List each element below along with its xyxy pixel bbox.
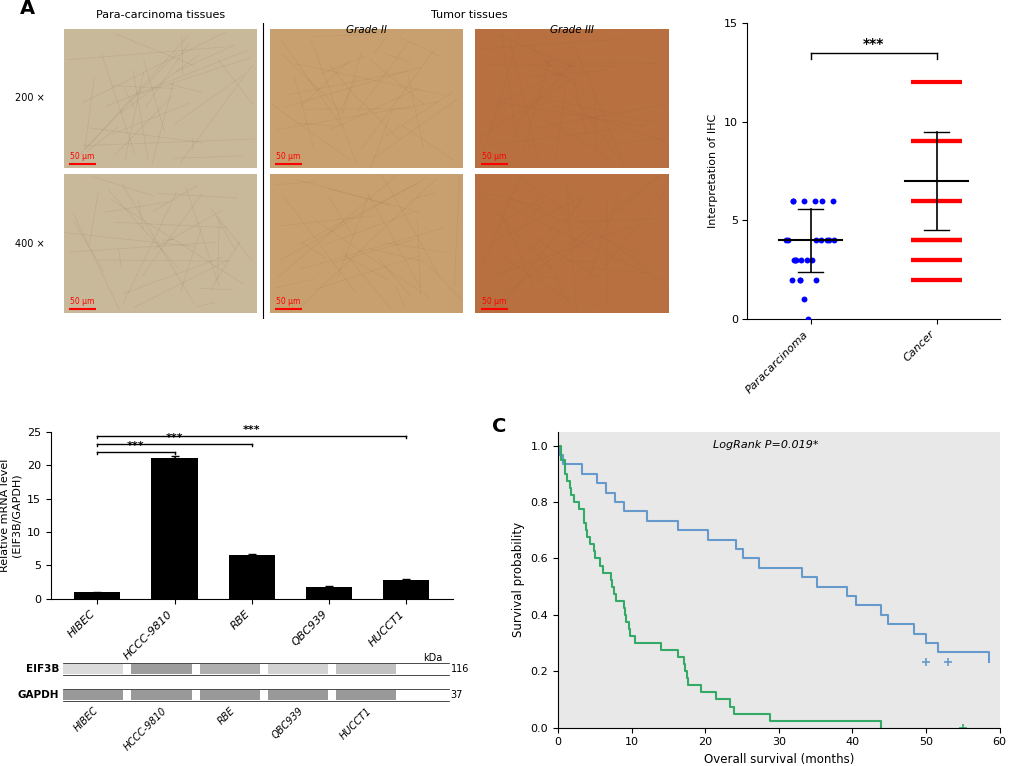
Text: 50 μm: 50 μm xyxy=(70,296,94,306)
Bar xyxy=(335,689,396,700)
Text: ***: *** xyxy=(127,441,145,451)
Point xyxy=(785,195,801,207)
Y-axis label: Interpretation of IHC: Interpretation of IHC xyxy=(707,114,717,228)
Bar xyxy=(63,174,257,313)
Y-axis label: Survival probability: Survival probability xyxy=(512,522,525,637)
Text: 50 μm: 50 μm xyxy=(481,296,505,306)
Text: 50 μm: 50 μm xyxy=(481,152,505,161)
Bar xyxy=(268,663,328,674)
Bar xyxy=(306,587,352,599)
Point xyxy=(785,195,801,207)
Bar xyxy=(268,689,328,700)
Point xyxy=(812,234,828,246)
Text: ***: *** xyxy=(862,37,883,51)
Bar xyxy=(200,663,260,674)
Text: Grade II: Grade II xyxy=(345,25,386,34)
Point xyxy=(792,254,808,266)
Bar xyxy=(63,689,123,700)
Bar xyxy=(475,29,668,168)
Point xyxy=(807,234,823,246)
Point xyxy=(786,254,802,266)
Text: EIF3B: EIF3B xyxy=(25,663,59,673)
Text: QBC939: QBC939 xyxy=(269,705,305,741)
Bar xyxy=(335,663,396,674)
Point xyxy=(818,234,835,246)
Bar xyxy=(151,458,198,599)
Text: HIBEC: HIBEC xyxy=(72,705,100,734)
Text: 50 μm: 50 μm xyxy=(70,152,94,161)
Text: ***: *** xyxy=(165,433,183,443)
Bar xyxy=(269,174,463,313)
Text: HUCCT1: HUCCT1 xyxy=(337,705,373,741)
Text: ***: *** xyxy=(243,425,260,435)
Text: GAPDH: GAPDH xyxy=(17,689,59,699)
Text: 400 ×: 400 × xyxy=(15,238,45,249)
Point xyxy=(791,273,807,286)
Text: Tumor tissues: Tumor tissues xyxy=(430,10,506,20)
Text: C: C xyxy=(491,417,505,436)
Text: A: A xyxy=(19,0,35,18)
Text: LogRank P=0.019*: LogRank P=0.019* xyxy=(712,440,817,450)
Point xyxy=(803,254,819,266)
Point xyxy=(795,293,811,306)
Text: 200 ×: 200 × xyxy=(15,93,45,103)
Point xyxy=(820,234,837,246)
Text: kDa: kDa xyxy=(423,653,441,663)
Bar xyxy=(63,663,123,674)
Point xyxy=(786,254,802,266)
Point xyxy=(777,234,794,246)
Text: 116: 116 xyxy=(450,663,469,673)
Point xyxy=(799,313,815,326)
Point xyxy=(813,195,829,207)
Text: 50 μm: 50 μm xyxy=(275,152,300,161)
Point xyxy=(798,254,814,266)
Bar xyxy=(131,689,192,700)
Bar xyxy=(131,663,192,674)
Bar xyxy=(383,580,429,599)
Point xyxy=(825,234,842,246)
Point xyxy=(780,234,796,246)
Point xyxy=(807,273,823,286)
Text: 50 μm: 50 μm xyxy=(275,296,300,306)
Point xyxy=(787,254,803,266)
Point xyxy=(795,195,811,207)
Text: RBE: RBE xyxy=(216,705,236,726)
Bar xyxy=(63,29,257,168)
Point xyxy=(791,273,807,286)
Text: HCCC-9810: HCCC-9810 xyxy=(121,705,168,752)
Bar xyxy=(228,555,275,599)
Bar xyxy=(269,29,463,168)
Bar xyxy=(200,689,260,700)
Point xyxy=(824,195,841,207)
Bar xyxy=(74,592,120,599)
Point xyxy=(784,273,800,286)
Point xyxy=(806,195,822,207)
X-axis label: Overall survival (months): Overall survival (months) xyxy=(703,753,853,766)
Y-axis label: Relative mRNA level
(EIF3B/GAPDH): Relative mRNA level (EIF3B/GAPDH) xyxy=(0,459,21,572)
Text: Grade III: Grade III xyxy=(549,25,593,34)
Text: 37: 37 xyxy=(450,689,463,699)
Text: Para-carcinoma tissues: Para-carcinoma tissues xyxy=(96,10,224,20)
Bar xyxy=(475,174,668,313)
